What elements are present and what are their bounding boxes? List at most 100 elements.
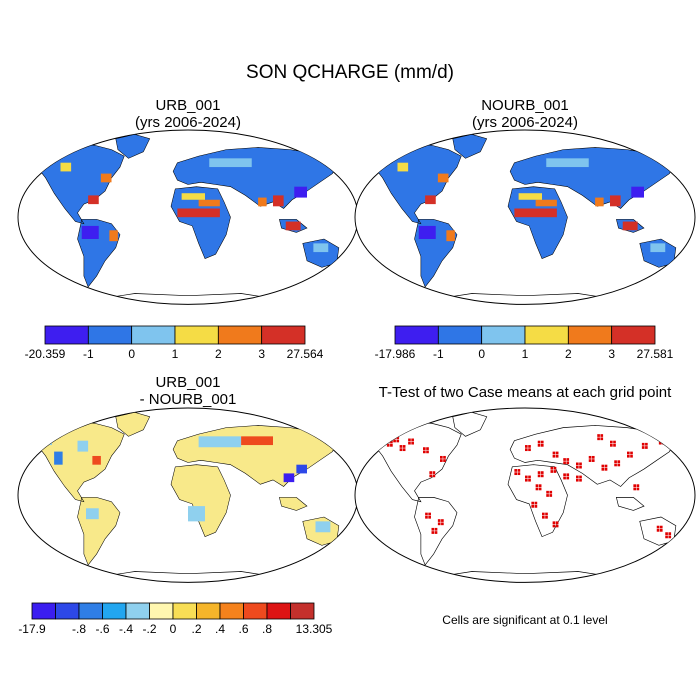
significance-cell bbox=[423, 450, 426, 454]
significance-cell bbox=[662, 438, 665, 442]
significance-cell bbox=[633, 484, 637, 488]
significance-cell bbox=[553, 470, 557, 473]
significance-cell bbox=[563, 473, 566, 477]
colorbar-diff-swatch bbox=[266, 602, 291, 620]
significance-cell bbox=[425, 512, 428, 516]
colorbar-urb-label: 2 bbox=[215, 347, 222, 361]
significance-cell bbox=[537, 471, 541, 474]
significance-cell bbox=[432, 474, 436, 478]
significance-cell bbox=[591, 459, 595, 462]
significance-cell bbox=[555, 454, 559, 458]
colorbar-diff-label: 0 bbox=[170, 622, 177, 636]
significance-cell bbox=[443, 455, 446, 459]
significance-cell bbox=[534, 505, 538, 508]
significance-cell bbox=[600, 434, 604, 437]
significance-cell bbox=[390, 440, 393, 444]
colorbar-urb-label: -20.359 bbox=[25, 347, 66, 361]
significance-cell bbox=[396, 436, 400, 440]
map-ttest bbox=[354, 407, 696, 583]
colorbar-urb-swatch bbox=[87, 325, 133, 345]
significance-cell bbox=[514, 472, 518, 476]
significance-cell bbox=[431, 527, 435, 531]
significance-cell bbox=[542, 515, 545, 519]
significance-cell bbox=[440, 455, 443, 459]
significance-cell bbox=[426, 450, 429, 454]
significance-cell bbox=[588, 459, 592, 462]
significance-cell bbox=[437, 522, 441, 526]
significance-cell bbox=[540, 474, 544, 478]
significance-cell bbox=[601, 467, 605, 471]
significance-cell bbox=[641, 442, 645, 446]
significance-cell bbox=[668, 532, 672, 535]
significance-cell bbox=[591, 455, 595, 459]
significance-cell bbox=[579, 465, 582, 469]
significance-cell bbox=[604, 467, 608, 471]
colorbar-nourb-label: 1 bbox=[522, 347, 529, 361]
significance-cell bbox=[566, 473, 570, 477]
significance-cell bbox=[555, 524, 559, 528]
significance-cell bbox=[627, 451, 630, 455]
colorbar-nourb-swatch bbox=[567, 325, 613, 345]
significance-cell bbox=[665, 535, 668, 539]
colorbar-nourb-label: 2 bbox=[565, 347, 572, 361]
significance-cell bbox=[434, 527, 438, 531]
colorbar-diff-swatch bbox=[55, 602, 80, 620]
significance-cell bbox=[431, 531, 435, 534]
significance-cell bbox=[528, 448, 531, 452]
significance-cell bbox=[428, 515, 431, 519]
significance-cell bbox=[538, 484, 542, 488]
colorbar-diff-swatch bbox=[290, 602, 315, 620]
significance-cell bbox=[432, 471, 436, 474]
figure-title: SON QCHARGE (mm/d) bbox=[246, 62, 454, 83]
colorbar-diff-label: .2 bbox=[191, 622, 201, 636]
colorbar-diff-swatch bbox=[243, 602, 268, 620]
significance-cell bbox=[579, 462, 582, 466]
colorbar-urb-swatch bbox=[217, 325, 263, 345]
significance-cell bbox=[423, 447, 426, 450]
significance-cell bbox=[538, 487, 542, 491]
significance-cell bbox=[613, 440, 616, 444]
significance-cell bbox=[535, 487, 539, 491]
colorbar-urb-label: -1 bbox=[83, 347, 94, 361]
significance-cell bbox=[668, 535, 672, 539]
significance-cell bbox=[540, 471, 544, 474]
colorbar-diff-swatch bbox=[196, 602, 221, 620]
panel-title-diff-line2: - NOURB_001 bbox=[139, 391, 237, 408]
significance-cell bbox=[525, 478, 528, 482]
significance-cell bbox=[665, 532, 668, 535]
colorbar-urb-label: 3 bbox=[258, 347, 265, 361]
significance-cell bbox=[579, 475, 582, 479]
significance-cell bbox=[555, 451, 559, 455]
panel-title-diff: URB_001 - NOURB_001 bbox=[18, 374, 358, 408]
significance-cell bbox=[426, 447, 429, 450]
colorbar-nourb-swatch bbox=[524, 325, 569, 345]
significance-cell bbox=[545, 512, 548, 516]
significance-cell bbox=[576, 465, 579, 469]
significance-cell bbox=[525, 448, 528, 452]
significance-cell bbox=[566, 458, 570, 461]
significance-cell bbox=[601, 464, 605, 468]
significance-cell bbox=[641, 446, 645, 449]
significance-cell bbox=[656, 525, 660, 529]
significance-cell bbox=[552, 451, 556, 455]
significance-cell bbox=[579, 478, 582, 482]
significance-cell bbox=[540, 443, 544, 447]
colorbar-diff-swatch bbox=[102, 602, 127, 620]
significance-cell bbox=[517, 469, 521, 472]
colorbar-urb-label: 27.564 bbox=[287, 347, 324, 361]
colorbar-diff-label: -.8 bbox=[72, 622, 86, 636]
significance-cell bbox=[549, 490, 553, 494]
significance-cell bbox=[566, 461, 570, 465]
significance-cell bbox=[617, 463, 621, 467]
significance-cell bbox=[411, 438, 414, 442]
significance-cell bbox=[399, 448, 403, 452]
significance-cell bbox=[396, 439, 400, 443]
colorbar-urb-label: 1 bbox=[172, 347, 179, 361]
colorbar-urb-swatch bbox=[174, 325, 219, 345]
significance-cell bbox=[525, 445, 528, 448]
colorbar-urb-swatch bbox=[261, 325, 306, 345]
significance-cell bbox=[627, 454, 630, 458]
significance-cell bbox=[425, 515, 428, 519]
significance-cell bbox=[402, 445, 406, 448]
